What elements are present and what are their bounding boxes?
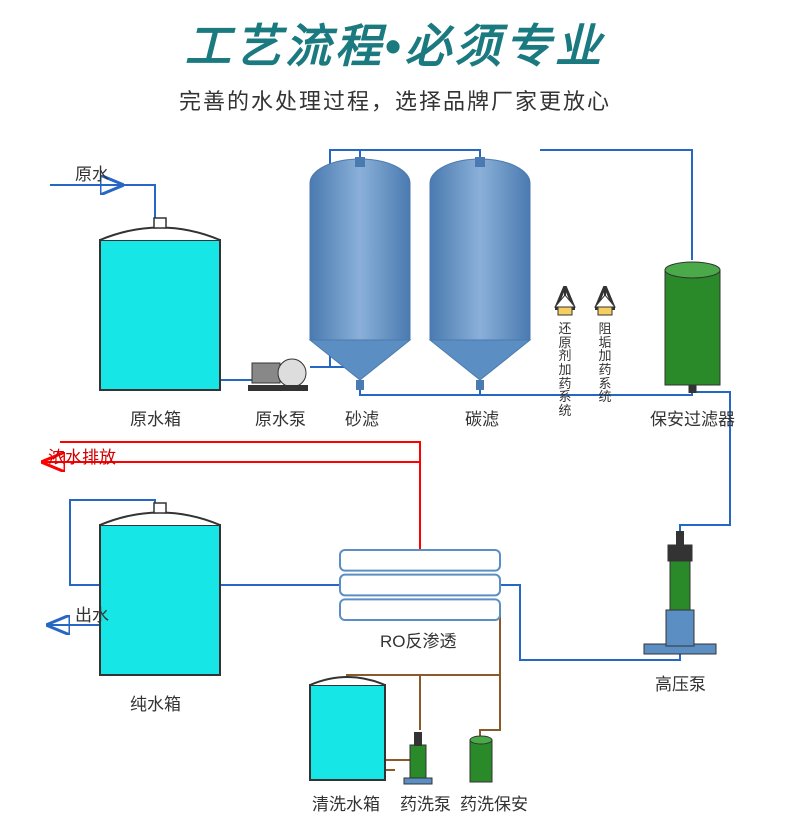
label-wash-sec: 药洗保安 — [460, 790, 528, 815]
diagram-svg — [0, 130, 790, 805]
title-bullet: • — [385, 20, 405, 72]
label-security: 保安过滤器 — [650, 405, 735, 430]
title-part2: 必须专业 — [405, 20, 605, 72]
label-conc: 浓水排放 — [48, 443, 116, 468]
subtitle: 完善的水处理过程，选择品牌厂家更放心 — [0, 84, 790, 116]
label-carbon: 碳滤 — [465, 405, 499, 430]
label-pure-tank: 纯水箱 — [130, 690, 181, 715]
label-raw-tank: 原水箱 — [130, 405, 181, 430]
page-title: 工艺流程•必须专业 — [0, 0, 790, 76]
label-sand: 砂滤 — [345, 405, 379, 430]
label-wash-tank: 清洗水箱 — [312, 790, 380, 815]
label-raw-in: 原水 — [75, 160, 109, 185]
label-out: 出水 — [75, 601, 109, 626]
label-hp-pump: 高压泵 — [655, 670, 706, 695]
label-ro: RO反渗透 — [380, 627, 457, 652]
label-reducer: 还原剂加药系统 — [558, 322, 572, 417]
flow-diagram: 原水 原水箱 原水泵 砂滤 碳滤 还原剂加药系统 阻垢加药系统 保安过滤器 浓水… — [0, 130, 790, 805]
label-scale: 阻垢加药系统 — [598, 322, 612, 404]
label-wash-pump: 药洗泵 — [400, 790, 451, 815]
label-raw-pump: 原水泵 — [255, 405, 306, 430]
title-part1: 工艺流程 — [185, 20, 385, 72]
